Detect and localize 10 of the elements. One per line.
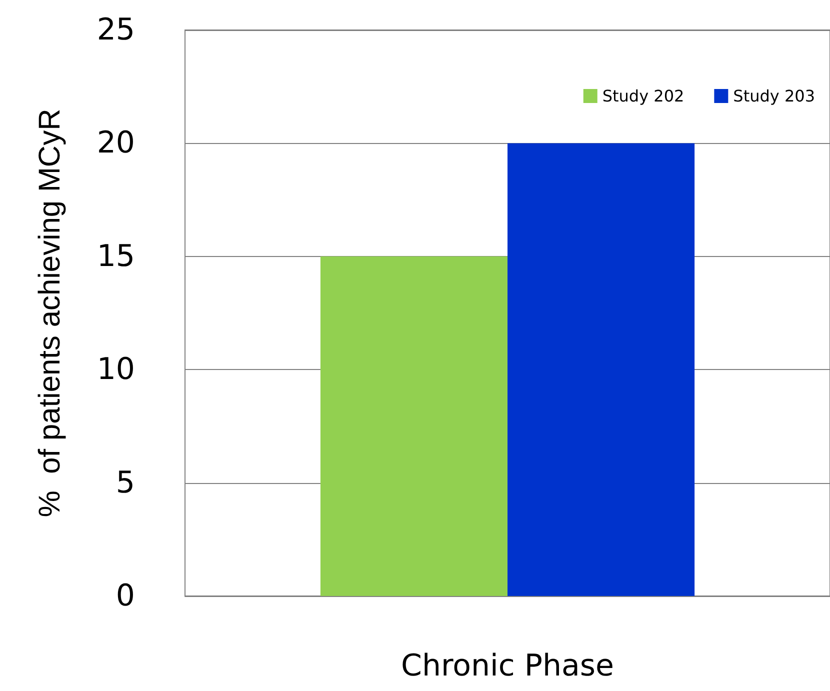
y-tick-label: 15 — [96, 238, 135, 274]
legend-label: Study 202 — [602, 86, 684, 106]
y-tick-label: 25 — [96, 12, 135, 48]
y-tick-label: 20 — [96, 126, 135, 161]
y-tick-label: 10 — [96, 352, 135, 388]
y-tick-label: 5 — [116, 465, 135, 500]
legend-label: Study 203 — [733, 86, 816, 106]
y-axis-title: % of patients achieving MCyR — [34, 108, 66, 518]
y-tick-label: 0 — [116, 578, 135, 614]
x-tick-label: Chronic Phase — [401, 648, 614, 684]
